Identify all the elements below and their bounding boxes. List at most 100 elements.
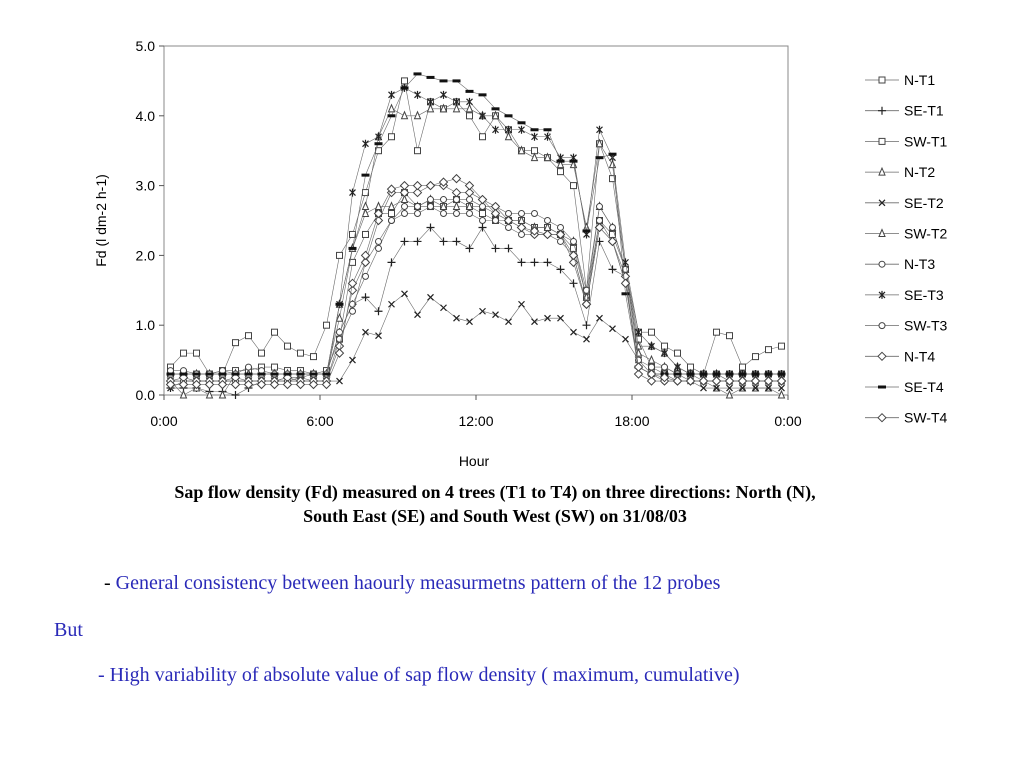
data-point bbox=[362, 328, 369, 336]
data-point bbox=[412, 180, 423, 191]
data-point bbox=[205, 372, 214, 376]
data-point bbox=[737, 376, 748, 386]
data-point bbox=[530, 128, 539, 132]
legend-entry-N-T4: N-T4 bbox=[865, 348, 935, 364]
data-point bbox=[388, 300, 395, 308]
data-point bbox=[698, 376, 709, 386]
data-point bbox=[777, 372, 786, 376]
data-point bbox=[765, 384, 772, 392]
data-point bbox=[452, 237, 461, 246]
data-point bbox=[401, 210, 408, 218]
data-point bbox=[568, 250, 579, 261]
legend-entry-SE-T4: SE-T4 bbox=[865, 379, 944, 395]
x-tick-label: 6:00 bbox=[306, 413, 333, 429]
data-point bbox=[726, 332, 733, 340]
data-point bbox=[477, 194, 488, 205]
data-point bbox=[192, 372, 201, 376]
data-point bbox=[178, 379, 189, 390]
x-tick-label: 18:00 bbox=[614, 413, 649, 429]
data-point bbox=[518, 300, 525, 308]
data-point bbox=[400, 86, 409, 90]
data-point bbox=[518, 125, 525, 134]
data-point bbox=[386, 184, 397, 194]
data-point bbox=[336, 377, 343, 385]
data-point bbox=[427, 203, 434, 211]
data-point bbox=[349, 188, 356, 197]
data-point bbox=[596, 125, 603, 134]
data-point bbox=[231, 391, 240, 399]
data-point bbox=[362, 272, 369, 280]
data-point bbox=[335, 302, 344, 306]
data-point bbox=[516, 222, 527, 233]
legend-entry-SW-T1: SW-T1 bbox=[865, 133, 948, 149]
data-point bbox=[478, 223, 487, 232]
data-point bbox=[648, 328, 655, 336]
data-point bbox=[699, 372, 708, 376]
data-point bbox=[412, 187, 423, 198]
data-point bbox=[466, 196, 473, 204]
data-point bbox=[633, 362, 644, 372]
data-point bbox=[659, 372, 670, 383]
data-point bbox=[452, 201, 461, 211]
data-point bbox=[375, 244, 382, 252]
data-point bbox=[465, 103, 474, 113]
legend-label: N-T1 bbox=[904, 72, 935, 88]
data-point bbox=[504, 114, 513, 118]
data-point bbox=[439, 237, 448, 246]
data-point bbox=[399, 187, 410, 198]
data-point bbox=[557, 223, 564, 231]
data-point bbox=[296, 372, 305, 376]
data-point bbox=[388, 217, 395, 224]
data-point bbox=[258, 349, 265, 357]
data-point bbox=[556, 265, 565, 274]
data-point bbox=[686, 372, 695, 376]
data-point bbox=[335, 312, 344, 322]
legend-marker bbox=[878, 260, 886, 268]
data-point bbox=[387, 114, 396, 118]
legend-marker bbox=[878, 166, 886, 176]
legend-label: SW-T4 bbox=[904, 410, 948, 426]
data-point bbox=[739, 384, 746, 392]
legend-label: SW-T1 bbox=[904, 133, 948, 149]
data-point bbox=[166, 372, 175, 376]
data-point bbox=[218, 389, 227, 399]
legend-entry-SE-T2: SE-T2 bbox=[865, 195, 944, 211]
data-point bbox=[505, 223, 512, 231]
legend-label: SW-T2 bbox=[904, 226, 948, 242]
data-point bbox=[413, 72, 422, 76]
data-point bbox=[362, 230, 369, 238]
legend-label: SW-T3 bbox=[904, 318, 948, 334]
data-point bbox=[557, 314, 564, 322]
data-point bbox=[479, 203, 486, 211]
data-point bbox=[505, 125, 512, 134]
data-point bbox=[596, 217, 603, 224]
data-point bbox=[582, 321, 591, 330]
data-point bbox=[491, 110, 500, 120]
data-point bbox=[401, 77, 408, 85]
data-point bbox=[310, 353, 317, 361]
data-point bbox=[555, 229, 566, 240]
data-point bbox=[673, 372, 682, 376]
data-point bbox=[674, 349, 681, 357]
data-point bbox=[269, 379, 280, 390]
data-point bbox=[245, 363, 252, 371]
data-point bbox=[608, 265, 617, 274]
data-point bbox=[556, 159, 565, 163]
data-point bbox=[646, 369, 657, 379]
legend-marker bbox=[878, 137, 886, 145]
data-point bbox=[479, 217, 486, 224]
data-point bbox=[738, 372, 747, 376]
figure-caption: Sap flow density (Fd) measured on 4 tree… bbox=[174, 482, 816, 526]
data-point bbox=[414, 147, 421, 155]
data-point bbox=[451, 187, 462, 198]
data-point bbox=[724, 376, 735, 386]
data-point bbox=[453, 210, 460, 218]
data-point bbox=[308, 379, 319, 390]
data-point bbox=[400, 194, 409, 204]
data-point bbox=[542, 229, 553, 240]
bullet-point-consistency: - General consistency between haourly me… bbox=[104, 572, 720, 595]
data-point bbox=[622, 335, 629, 343]
data-point bbox=[373, 215, 384, 226]
data-point bbox=[426, 75, 435, 79]
data-point bbox=[713, 384, 720, 392]
